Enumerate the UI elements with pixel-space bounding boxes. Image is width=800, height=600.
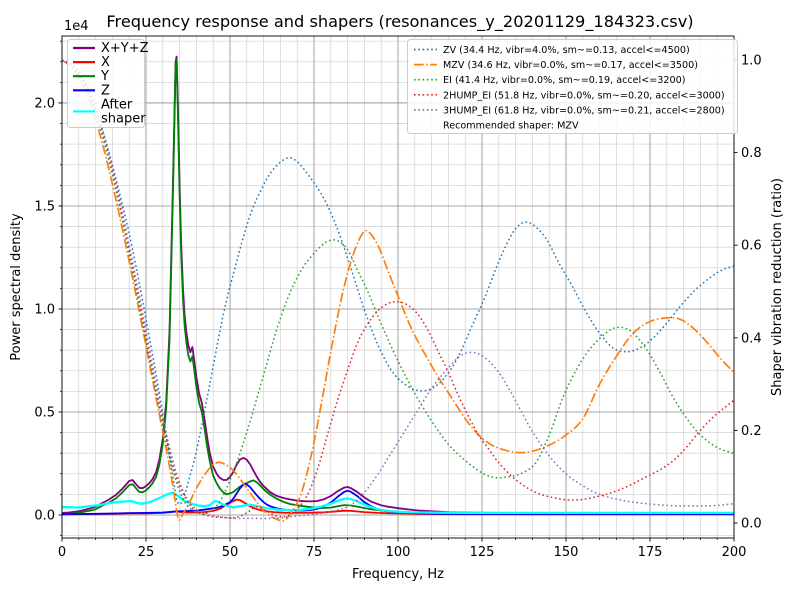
legend-entry-zv: ZV (34.4 Hz, vibr=4.0%, sm~=0.13, accel<… [414,45,690,56]
x-tick-label: 50 [222,545,239,560]
legend-label-ei: EI (41.4 Hz, vibr=0.0%, sm~=0.19, accel<… [443,75,685,86]
x-tick-label: 100 [386,545,411,560]
x-tick-label: 125 [470,545,495,560]
series-psd-after-shaper [62,491,734,515]
y-right-tick-label: 0.2 [741,424,762,439]
legend-label-x: X [101,55,110,70]
y-left-tick-label: 0.0 [34,508,55,523]
legend-label-zv: ZV (34.4 Hz, vibr=4.0%, sm~=0.13, accel<… [443,45,690,56]
legend-label-after-shaper: After [101,97,133,112]
legend-entry-ei: EI (41.4 Hz, vibr=0.0%, sm~=0.19, accel<… [414,75,685,86]
legend-label-3hump-ei: 3HUMP_EI (61.8 Hz, vibr=0.0%, sm~=0.21, … [443,105,725,116]
legend-shapers: ZV (34.4 Hz, vibr=4.0%, sm~=0.13, accel<… [407,39,738,134]
legend-entry-z: Z [73,83,110,98]
y-left-tick-label: 1.5 [34,199,55,214]
series-psd-xyz [62,55,734,515]
axis-ticks: 0 25 50 75 100 125 150 175 200 0.0 0.5 1.0 1.5 2.0 0.0… [34,40,762,560]
y-right-tick-label: 0.0 [741,516,762,531]
legend-recommended-shaper: Recommended shaper: MZV [443,121,579,132]
legend-label-z: Z [101,83,110,98]
y-axis-label-right: Shaper vibration reduction (ratio) [770,178,785,396]
y-left-tick-label: 2.0 [34,96,55,111]
x-axis-label: Frequency, Hz [352,567,444,582]
series-group [62,55,734,522]
series-shaper-3hump-ei [62,59,734,520]
series-shaper-mzv [62,59,734,522]
chart-title: Frequency response and shapers (resonanc… [106,12,693,32]
legend-entry-x: X [73,55,110,70]
y-right-tick-label: 0.4 [741,331,762,346]
legend-entry-mzv: MZV (34.6 Hz, vibr=0.0%, sm~=0.17, accel… [414,60,698,71]
legend-label-xyz: X+Y+Z [101,41,149,56]
legend-entry-y: Y [73,69,109,84]
legend-label-y: Y [100,69,109,84]
x-tick-label: 200 [722,545,747,560]
legend-label-2hump-ei: 2HUMP_EI (51.8 Hz, vibr=0.0%, sm~=0.20, … [443,90,725,101]
series-shaper-ei [62,59,734,515]
x-tick-label: 175 [638,545,663,560]
legend-label-after-shaper: shaper [101,112,146,127]
y-axis-label-left: Power spectral density [9,213,24,361]
x-tick-label: 0 [58,545,66,560]
legend-entry-3hump-ei: 3HUMP_EI (61.8 Hz, vibr=0.0%, sm~=0.21, … [414,105,725,116]
legend-label-mzv: MZV (34.6 Hz, vibr=0.0%, sm~=0.17, accel… [443,60,698,71]
x-tick-label: 25 [138,545,155,560]
series-shaper-zv [62,59,734,505]
y-right-tick-label: 0.8 [741,146,762,161]
legend-entry-xyz: X+Y+Z [73,41,149,56]
y-left-tick-label: 1.0 [34,302,55,317]
y-left-tick-label: 0.5 [34,405,55,420]
legend-shapers-box [407,39,738,134]
y-axis-offset-text: 1e4 [64,19,89,34]
x-tick-label: 150 [554,545,579,560]
y-right-tick-label: 1.0 [741,53,762,68]
y-right-tick-label: 0.6 [741,239,762,254]
legend-entry-2hump-ei: 2HUMP_EI (51.8 Hz, vibr=0.0%, sm~=0.20, … [414,90,725,101]
x-tick-label: 75 [306,545,323,560]
